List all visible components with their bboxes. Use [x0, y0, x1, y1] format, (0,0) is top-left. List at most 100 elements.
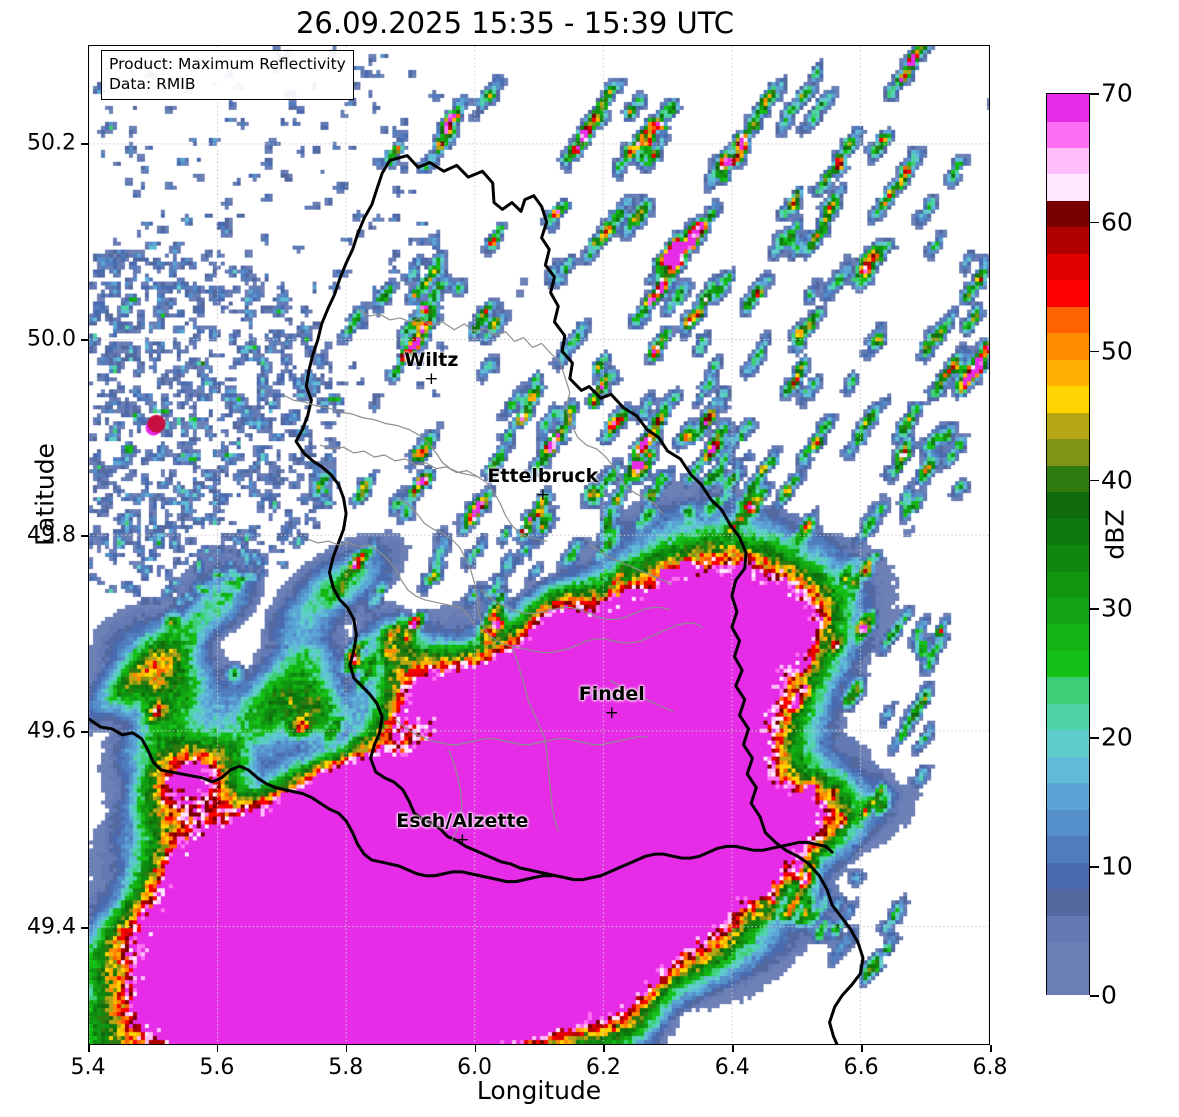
- y-tick-mark: [81, 535, 88, 537]
- national-border-west: [294, 158, 834, 882]
- colorbar-band: [1047, 649, 1089, 678]
- city-cross-icon: +: [424, 369, 439, 390]
- radar-map-plot[interactable]: [88, 45, 990, 1045]
- colorbar-band: [1047, 517, 1089, 546]
- colorbar-band: [1047, 279, 1089, 307]
- district-border-9: [448, 749, 463, 842]
- y-tick-label: 50.2: [27, 130, 76, 156]
- colorbar-tick-label: 70: [1101, 78, 1133, 108]
- colorbar[interactable]: [1046, 93, 1090, 996]
- page-title: 26.09.2025 15:35 - 15:39 UTC: [295, 6, 735, 40]
- colorbar-band: [1047, 252, 1089, 281]
- y-axis-label: Latitude: [30, 443, 60, 546]
- map-borders-layer: [89, 154, 865, 1044]
- colorbar-band: [1047, 782, 1089, 810]
- x-tick-mark: [732, 1045, 734, 1052]
- x-tick-mark: [88, 1045, 90, 1052]
- colorbar-tick-label: 10: [1101, 851, 1133, 881]
- colorbar-tick-label: 60: [1101, 207, 1133, 237]
- colorbar-title: dBZ: [1100, 509, 1130, 560]
- colorbar-tick-mark: [1090, 866, 1099, 868]
- colorbar-band: [1047, 94, 1089, 122]
- colorbar-band: [1047, 570, 1089, 599]
- colorbar-band: [1047, 755, 1089, 784]
- y-tick-label: 49.8: [27, 522, 76, 548]
- colorbar-tick-mark: [1090, 350, 1099, 353]
- colorbar-band: [1047, 967, 1089, 996]
- colorbar-band: [1047, 464, 1089, 493]
- colorbar-band: [1047, 861, 1089, 890]
- colorbar-tick-label: 20: [1101, 722, 1133, 752]
- city-marker-wiltz: Wiltz +: [404, 349, 459, 390]
- colorbar-band: [1047, 120, 1089, 149]
- colorbar-tick-mark: [1090, 93, 1099, 95]
- district-border-1: [319, 444, 548, 542]
- y-tick-mark: [81, 143, 88, 145]
- x-tick-mark: [861, 1045, 863, 1052]
- x-tick-label: 6.2: [585, 1055, 621, 1080]
- x-axis-label: Longitude: [476, 1076, 602, 1105]
- city-cross-icon: +: [535, 485, 550, 506]
- colorbar-band: [1047, 702, 1089, 731]
- colorbar-band: [1047, 676, 1089, 704]
- colorbar-tick-mark: [1090, 479, 1099, 482]
- colorbar-tick-mark: [1090, 221, 1099, 224]
- colorbar-band: [1047, 941, 1089, 969]
- x-tick-label: 5.8: [328, 1055, 364, 1080]
- city-marker-findel: Findel +: [578, 682, 645, 723]
- y-tick-mark: [81, 927, 88, 929]
- colorbar-band: [1047, 385, 1089, 413]
- x-tick-mark: [345, 1045, 348, 1052]
- city-cross-icon: +: [455, 830, 470, 851]
- y-tick-label: 49.4: [27, 914, 76, 940]
- colorbar-band: [1047, 358, 1089, 387]
- colorbar-band: [1047, 173, 1089, 201]
- district-border-6: [307, 538, 476, 626]
- city-label: Findel: [578, 682, 645, 705]
- city-cross-icon: +: [604, 702, 619, 723]
- colorbar-band: [1047, 888, 1089, 916]
- colorbar-band: [1047, 914, 1089, 943]
- x-tick-mark: [990, 1045, 992, 1052]
- colorbar-tick-mark: [1090, 608, 1099, 611]
- colorbar-band: [1047, 411, 1089, 440]
- colorbar-band: [1047, 596, 1089, 625]
- x-tick-label: 6.6: [843, 1055, 879, 1080]
- map-gridlines: [89, 46, 989, 1044]
- district-border-3: [480, 589, 671, 620]
- colorbar-band: [1047, 332, 1089, 360]
- y-tick-label: 50.0: [27, 326, 76, 352]
- colorbar-band: [1047, 199, 1089, 228]
- district-border-5: [511, 646, 559, 832]
- colorbar-band: [1047, 491, 1089, 519]
- colorbar-band: [1047, 544, 1089, 572]
- x-tick-label: 6.4: [714, 1055, 750, 1080]
- colorbar-tick-label: 30: [1101, 593, 1133, 623]
- x-tick-label: 5.6: [199, 1055, 235, 1080]
- city-label: Wiltz: [404, 349, 459, 372]
- data-source-line: Data: RMIB: [109, 75, 196, 94]
- product-line: Product: Maximum Reflectivity: [109, 55, 346, 73]
- y-tick-label: 49.6: [27, 718, 76, 744]
- x-tick-label: 5.4: [70, 1055, 106, 1080]
- colorbar-band: [1047, 146, 1089, 175]
- city-marker-ettelbruck: Ettelbruck +: [487, 465, 599, 506]
- district-border-2: [397, 497, 703, 654]
- district-border-0: [417, 317, 664, 515]
- colorbar-tick-label: 40: [1101, 465, 1133, 495]
- district-border-11: [358, 309, 421, 323]
- x-tick-label: 6.0: [457, 1055, 493, 1080]
- district-border-4: [394, 718, 648, 746]
- product-info-box: Product: Maximum Reflectivity Data: RMIB: [101, 50, 354, 100]
- district-border-8: [589, 544, 673, 585]
- colorbar-band: [1047, 808, 1089, 837]
- national-border-east: [388, 154, 865, 1044]
- x-tick-label: 6.8: [972, 1055, 1008, 1080]
- city-label: Esch/Alzette: [396, 810, 529, 833]
- colorbar-band: [1047, 226, 1089, 254]
- y-tick-mark: [81, 339, 88, 341]
- y-tick-mark: [81, 731, 88, 733]
- x-tick-mark: [474, 1045, 477, 1052]
- colorbar-tick-label: 50: [1101, 336, 1133, 366]
- city-label: Ettelbruck: [487, 465, 599, 488]
